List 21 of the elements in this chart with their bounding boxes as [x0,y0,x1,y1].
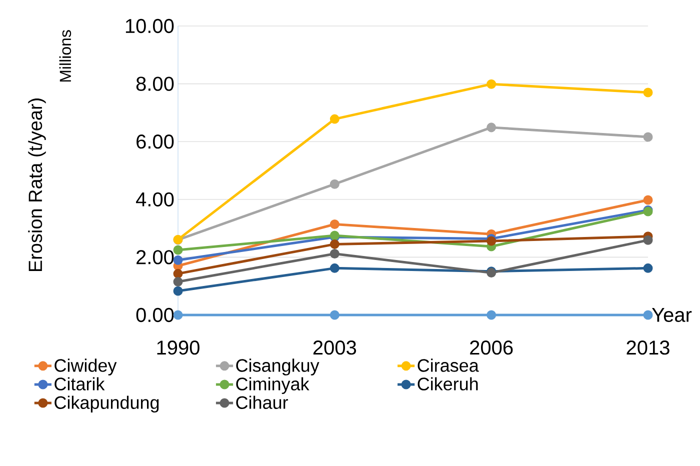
legend-label: Cirasea [418,358,479,372]
legend-label: Cikeruh [418,377,478,390]
legend-label: Ciminyak [236,377,310,394]
x-axis-title: Year [652,308,692,322]
x-tick-label: 2006 [470,340,513,355]
y-tick-label: 0.00 [136,308,174,322]
x-tick-label: 2003 [313,340,356,355]
x-tick-label: 2013 [626,340,670,355]
y-tick-label: 10.00 [126,18,174,34]
x-tick-label: 1990 [157,340,200,355]
legend-label: Cisangkuy [236,358,320,376]
y-tick-label: 8.00 [136,76,174,91]
legend-label: Cihaur [236,396,288,409]
y-tick-label: 6.00 [136,134,174,149]
legend-label: Ciwidey [54,358,117,376]
y-tick-label: 2.00 [136,250,174,264]
legend-label: Citarik [54,377,105,390]
y-axis-title: Erosion Rata (t/year) [28,98,46,272]
text: Millions [59,30,72,82]
y-tick-label: 4.00 [136,192,174,206]
legend-label: Cikapundung [54,396,159,413]
